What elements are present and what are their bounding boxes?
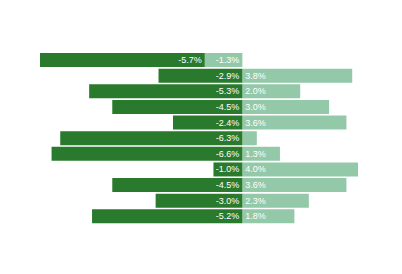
svg-text:-6.6%: -6.6% [216,149,240,159]
svg-text:-3.0%: -3.0% [216,196,240,206]
svg-text:2.3%: 2.3% [245,196,266,206]
svg-text:-5.3%: -5.3% [216,86,240,96]
svg-text:-2.9%: -2.9% [216,71,240,81]
svg-text:4.0%: 4.0% [245,164,266,174]
svg-text:3.0%: 3.0% [245,102,266,112]
svg-text:3.6%: 3.6% [245,180,266,190]
svg-text:-4.5%: -4.5% [216,102,240,112]
svg-text:-4.5%: -4.5% [216,180,240,190]
svg-text:-5.7%: -5.7% [178,55,202,65]
svg-text:1.8%: 1.8% [245,211,266,221]
svg-text:-6.3%: -6.3% [216,133,240,143]
svg-text:2.0%: 2.0% [245,86,266,96]
svg-text:-5.2%: -5.2% [216,211,240,221]
svg-text:-2.4%: -2.4% [216,118,240,128]
svg-text:-1.0%: -1.0% [216,164,240,174]
svg-text:1.3%: 1.3% [245,149,266,159]
svg-text:-1.3%: -1.3% [216,55,240,65]
svg-text:3.6%: 3.6% [245,118,266,128]
svg-text:3.8%: 3.8% [245,71,266,81]
